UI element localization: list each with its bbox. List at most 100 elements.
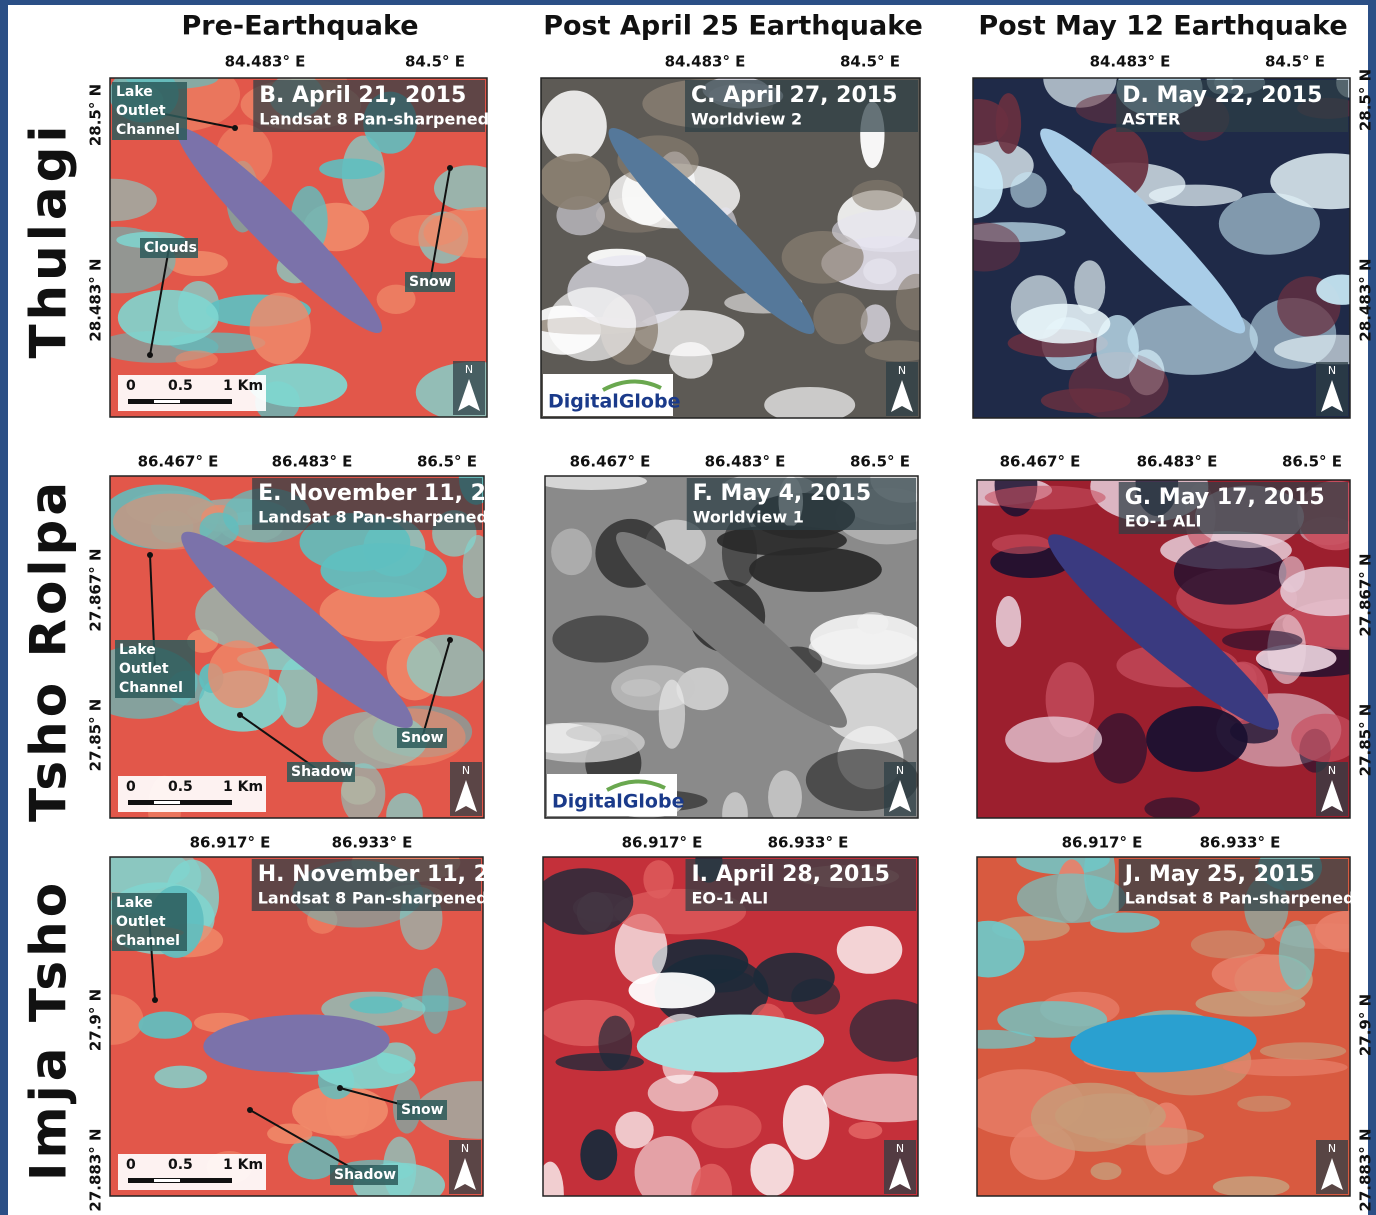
lat-tick-label: 27.9° N [87, 989, 105, 1051]
terrain-patch [154, 1066, 206, 1089]
arrow-head [447, 165, 453, 171]
scale-label: 1 Km [223, 779, 263, 795]
sensor-label: Landsat 8 Pan-sharpened [259, 110, 489, 129]
terrain-patch [1093, 713, 1147, 783]
lon-tick-label: 86.467° E [138, 453, 219, 471]
image-panel: C. April 27, 2015Worldview 2DigitalGlobe… [527, 76, 954, 423]
terrain-patch [837, 926, 903, 974]
terrain-patch [350, 996, 403, 1013]
lon-tick-label: 86.467° E [1000, 453, 1081, 471]
panel-title: C. April 27, 2015 [691, 83, 897, 108]
terrain-patch [1011, 275, 1068, 339]
lat-tick-label: 27.867° N [1357, 553, 1375, 636]
image-panel: I. April 28, 2015EO-1 ALIN [533, 841, 955, 1215]
panel-title: H. November 11, 2013 [258, 862, 535, 887]
terrain-patch [580, 1129, 617, 1180]
arrow-head [232, 125, 238, 131]
row-label: Imja Tsho [20, 879, 78, 1181]
lat-tick-label: 28.483° N [87, 258, 105, 341]
terrain-patch [1213, 1176, 1290, 1197]
annotation-text: Outlet [116, 914, 166, 930]
lat-tick-label: 28.483° N [1357, 258, 1375, 341]
terrain-patch [250, 293, 311, 365]
terrain-patch [138, 1012, 192, 1039]
image-panel: D. May 22, 2015ASTERN [944, 48, 1376, 420]
terrain-patch [547, 287, 636, 361]
terrain-patch [1149, 185, 1242, 206]
lon-tick-label: 86.5° E [417, 453, 477, 471]
terrain-patch [118, 290, 219, 346]
terrain-patch [533, 868, 633, 934]
terrain-patch [996, 596, 1021, 647]
terrain-patch [783, 1085, 829, 1160]
panel-title: I. April 28, 2015 [692, 862, 890, 887]
terrain-patch [320, 543, 446, 597]
north-label: N [461, 1142, 469, 1155]
logo-text: DigitalGlobe [548, 391, 680, 413]
annotation-text: Lake [116, 84, 153, 100]
scale-label: 0 [126, 378, 136, 394]
scale-label: 0.5 [168, 1157, 193, 1173]
annotation-text: Channel [119, 680, 183, 696]
lat-tick-label: 27.85° N [87, 699, 105, 772]
north-label: N [898, 364, 906, 377]
terrain-patch [1260, 1042, 1346, 1059]
lon-tick-label: 84.483° E [225, 53, 306, 71]
lon-tick-label: 86.933° E [1200, 834, 1281, 852]
panel-title: B. April 21, 2015 [259, 83, 466, 108]
logo-text: DigitalGlobe [552, 791, 684, 813]
terrain-patch [539, 154, 611, 210]
terrain-patch [1222, 630, 1302, 651]
terrain-patch [566, 725, 628, 742]
annotation-text: Channel [116, 933, 180, 949]
scale-label: 0.5 [168, 378, 193, 394]
terrain-patch [541, 90, 607, 161]
lon-tick-label: 86.933° E [332, 834, 413, 852]
image-panel: E. November 11, 2013Landsat 8 Pan-sharpe… [81, 451, 532, 842]
lat-tick-label: 27.85° N [1357, 704, 1375, 777]
panel-title: F. May 4, 2015 [693, 481, 871, 506]
annotation-text: Outlet [116, 103, 166, 119]
terrain-patch [552, 615, 648, 662]
row-label: Tsho Rolpa [20, 478, 78, 822]
annotation-text: Shadow [334, 1167, 396, 1183]
page: Pre-EarthquakePost April 25 EarthquakePo… [0, 0, 1376, 1215]
terrain-patch [852, 180, 903, 211]
lon-tick-label: 86.483° E [705, 453, 786, 471]
lon-tick-label: 84.5° E [405, 53, 465, 71]
terrain-patch [848, 1122, 882, 1139]
annotation-text: Snow [401, 730, 444, 746]
terrain-patch [1091, 1162, 1122, 1180]
terrain-patch [1223, 1058, 1348, 1076]
lon-tick-label: 86.5° E [850, 453, 910, 471]
lon-tick-label: 84.5° E [840, 53, 900, 71]
arrow-head [147, 352, 153, 358]
terrain-patch [1174, 540, 1287, 605]
terrain-patch [1196, 991, 1306, 1017]
panel-title: G. May 17, 2015 [1125, 485, 1325, 510]
image-panel: F. May 4, 2015Worldview 1DigitalGlobeN [519, 450, 950, 835]
terrain-patch [813, 293, 867, 344]
annotation-text: Channel [116, 122, 180, 138]
arrow-head [237, 712, 243, 718]
terrain-patch [768, 770, 802, 824]
terrain-patch [1279, 921, 1315, 990]
annotation-text: Snow [401, 1102, 444, 1118]
panel-title: J. May 25, 2015 [1123, 862, 1315, 887]
terrain-patch [992, 534, 1050, 554]
lon-tick-label: 84.483° E [1090, 53, 1171, 71]
terrain-patch [319, 159, 383, 180]
terrain-patch [659, 680, 685, 749]
terrain-patch [985, 486, 1106, 510]
lat-tick-label: 27.883° N [1357, 1128, 1375, 1211]
terrain-patch [407, 635, 488, 697]
north-label: N [1328, 764, 1336, 777]
scale-label: 1 Km [223, 1157, 263, 1173]
annotation-text: Snow [409, 274, 452, 290]
north-label: N [1328, 1142, 1336, 1155]
lon-tick-label: 86.933° E [768, 834, 849, 852]
terrain-patch [1010, 172, 1046, 208]
arrow-head [337, 1085, 343, 1091]
